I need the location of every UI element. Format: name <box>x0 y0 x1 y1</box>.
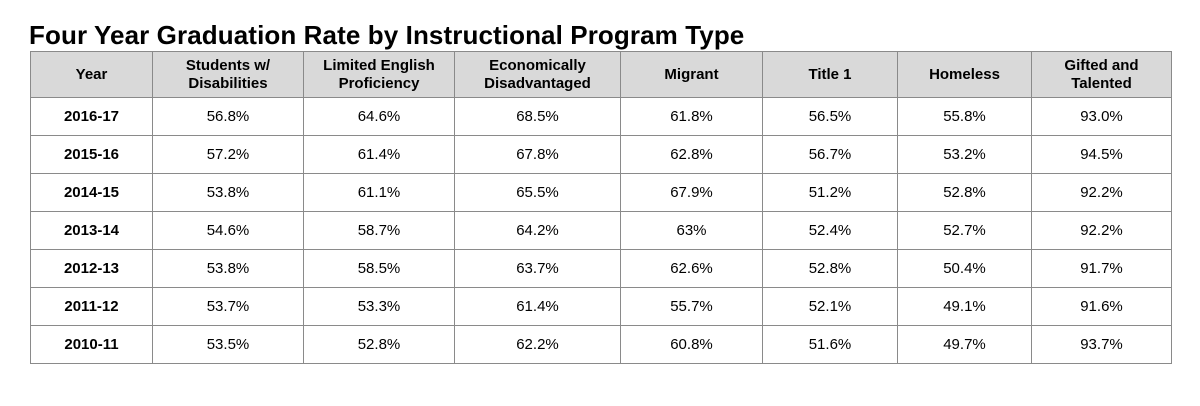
rate-cell: 54.6% <box>152 211 304 250</box>
rate-cell: 67.9% <box>620 173 763 212</box>
header-line: Limited English <box>323 56 435 74</box>
header-line: Talented <box>1071 74 1132 92</box>
rate-cell: 51.6% <box>762 325 898 364</box>
year-cell: 2014-15 <box>30 173 153 212</box>
rate-cell: 68.5% <box>454 97 621 136</box>
table-title: Four Year Graduation Rate by Instruction… <box>29 20 745 50</box>
rate-cell: 62.2% <box>454 325 621 364</box>
table-row: 2011-12 53.7% 53.3% 61.4% 55.7% 52.1% 49… <box>30 287 1172 326</box>
rate-cell: 52.8% <box>897 173 1032 212</box>
header-line: Students w/ <box>185 56 271 74</box>
rate-cell: 62.8% <box>620 135 763 174</box>
rate-cell: 53.8% <box>152 249 304 288</box>
header-line: Proficiency <box>338 74 420 92</box>
header-line: Homeless <box>929 65 1000 83</box>
rate-cell: 53.2% <box>897 135 1032 174</box>
header-line: Disabilities <box>188 74 268 92</box>
header-line: Disadvantaged <box>484 74 591 92</box>
header-students-disabilities: Students w/ Disabilities <box>152 51 304 98</box>
rate-cell: 52.4% <box>762 211 898 250</box>
header-limited-english: Limited English Proficiency <box>303 51 455 98</box>
graduation-rate-table: Year Students w/ Disabilities Limited En… <box>30 51 1172 364</box>
year-cell: 2015-16 <box>30 135 153 174</box>
header-year-label: Year <box>75 65 108 83</box>
header-title-1: Title 1 <box>762 51 898 98</box>
rate-cell: 55.8% <box>897 97 1032 136</box>
header-year: Year <box>30 51 153 98</box>
header-economically-disadvantaged: Economically Disadvantaged <box>454 51 621 98</box>
header-line: Migrant <box>664 65 719 83</box>
rate-cell: 61.4% <box>303 135 455 174</box>
year-cell: 2010-11 <box>30 325 153 364</box>
rate-cell: 51.2% <box>762 173 898 212</box>
rate-cell: 92.2% <box>1031 173 1172 212</box>
rate-cell: 50.4% <box>897 249 1032 288</box>
table-row: 2010-11 53.5% 52.8% 62.2% 60.8% 51.6% 49… <box>30 325 1172 364</box>
rate-cell: 60.8% <box>620 325 763 364</box>
rate-cell: 67.8% <box>454 135 621 174</box>
rate-cell: 91.6% <box>1031 287 1172 326</box>
rate-cell: 94.5% <box>1031 135 1172 174</box>
rate-cell: 58.7% <box>303 211 455 250</box>
rate-cell: 65.5% <box>454 173 621 212</box>
rate-cell: 52.1% <box>762 287 898 326</box>
rate-cell: 57.2% <box>152 135 304 174</box>
header-homeless: Homeless <box>897 51 1032 98</box>
rate-cell: 64.6% <box>303 97 455 136</box>
table-row: 2013-14 54.6% 58.7% 64.2% 63% 52.4% 52.7… <box>30 211 1172 250</box>
rate-cell: 56.8% <box>152 97 304 136</box>
year-cell: 2016-17 <box>30 97 153 136</box>
rate-cell: 91.7% <box>1031 249 1172 288</box>
table-row: 2012-13 53.8% 58.5% 63.7% 62.6% 52.8% 50… <box>30 249 1172 288</box>
rate-cell: 52.8% <box>303 325 455 364</box>
rate-cell: 93.7% <box>1031 325 1172 364</box>
rate-cell: 64.2% <box>454 211 621 250</box>
rate-cell: 52.8% <box>762 249 898 288</box>
header-gifted-talented: Gifted and Talented <box>1031 51 1172 98</box>
year-cell: 2012-13 <box>30 249 153 288</box>
table-row: 2014-15 53.8% 61.1% 65.5% 67.9% 51.2% 52… <box>30 173 1172 212</box>
rate-cell: 53.7% <box>152 287 304 326</box>
rate-cell: 63.7% <box>454 249 621 288</box>
rate-cell: 58.5% <box>303 249 455 288</box>
rate-cell: 61.8% <box>620 97 763 136</box>
header-row: Year Students w/ Disabilities Limited En… <box>30 51 1172 98</box>
header-migrant: Migrant <box>620 51 763 98</box>
header-line: Economically <box>489 56 586 74</box>
rate-cell: 49.7% <box>897 325 1032 364</box>
year-cell: 2011-12 <box>30 287 153 326</box>
rate-cell: 52.7% <box>897 211 1032 250</box>
rate-cell: 92.2% <box>1031 211 1172 250</box>
header-line: Gifted and <box>1064 56 1139 74</box>
rate-cell: 53.5% <box>152 325 304 364</box>
rate-cell: 49.1% <box>897 287 1032 326</box>
rate-cell: 55.7% <box>620 287 763 326</box>
table-row: 2015-16 57.2% 61.4% 67.8% 62.8% 56.7% 53… <box>30 135 1172 174</box>
year-cell: 2013-14 <box>30 211 153 250</box>
header-line: Title 1 <box>808 65 852 83</box>
rate-cell: 53.8% <box>152 173 304 212</box>
rate-cell: 61.1% <box>303 173 455 212</box>
table-row: 2016-17 56.8% 64.6% 68.5% 61.8% 56.5% 55… <box>30 97 1172 136</box>
rate-cell: 93.0% <box>1031 97 1172 136</box>
rate-cell: 63% <box>620 211 763 250</box>
rate-cell: 56.5% <box>762 97 898 136</box>
rate-cell: 53.3% <box>303 287 455 326</box>
rate-cell: 61.4% <box>454 287 621 326</box>
rate-cell: 56.7% <box>762 135 898 174</box>
rate-cell: 62.6% <box>620 249 763 288</box>
